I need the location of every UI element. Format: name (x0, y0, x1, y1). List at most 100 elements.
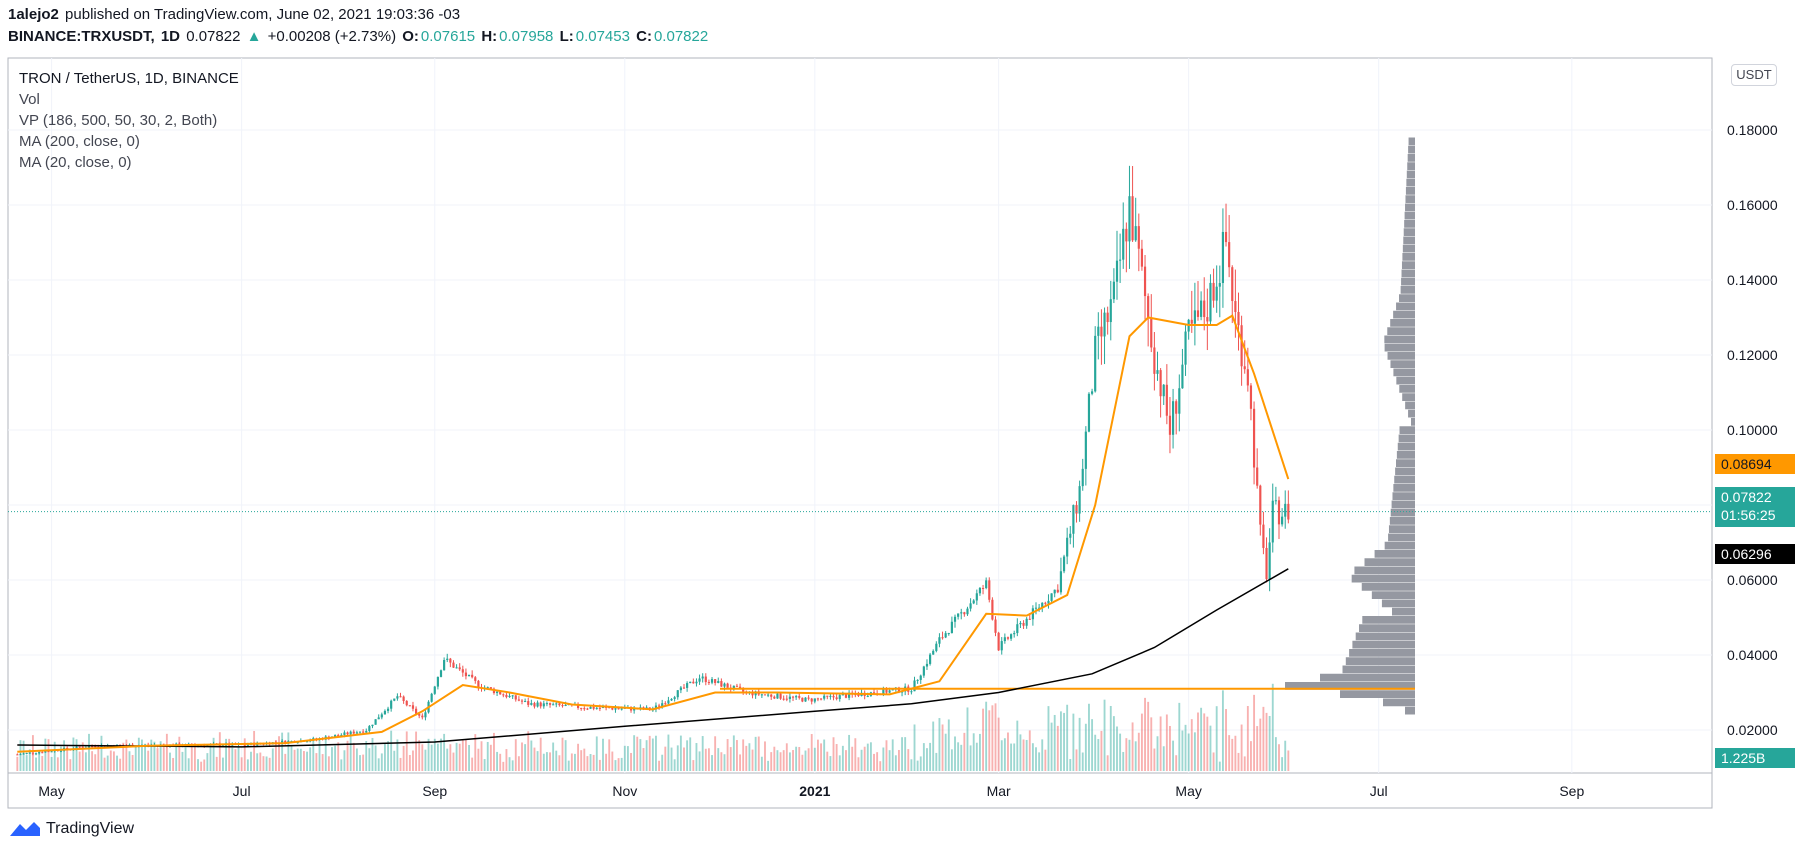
legend-item-vp[interactable]: VP (186, 500, 50, 30, 2, Both) (19, 112, 218, 129)
volume-bar (169, 752, 171, 771)
candle-body (1209, 282, 1212, 322)
volume-bar (337, 742, 340, 771)
tradingview-logo[interactable]: TradingView (8, 820, 134, 838)
volume-bar (187, 758, 190, 771)
candle-body (919, 675, 922, 680)
volume-bar (926, 748, 928, 771)
volume-bar (53, 741, 56, 771)
candle-body (365, 730, 368, 733)
volume-bar (792, 750, 794, 771)
candle-body (888, 690, 891, 693)
volume-bar (175, 745, 178, 771)
volume-bar (829, 756, 832, 771)
volume-bar (788, 752, 791, 771)
candle-body (502, 694, 505, 696)
volume-profile-bar (1384, 335, 1415, 344)
volume-bar (536, 751, 539, 771)
volume-bar (841, 745, 844, 771)
volume-bar (306, 751, 308, 771)
volume-bar (857, 757, 860, 771)
candle-body (1143, 266, 1147, 297)
volume-bar (1103, 699, 1106, 771)
author-name[interactable]: 1alejo2 (8, 6, 59, 23)
volume-bar (595, 736, 598, 771)
candle-body (704, 676, 707, 683)
candle-body (94, 746, 97, 748)
candle-body (1059, 571, 1063, 593)
volume-bar (1140, 713, 1143, 771)
volume-bar (125, 739, 128, 771)
volume-bar (499, 753, 502, 771)
volume-bar (866, 743, 869, 771)
volume-bar (362, 754, 365, 771)
volume-bar (779, 752, 782, 771)
currency-unit-button[interactable]: USDT (1731, 64, 1777, 86)
candle-body (352, 731, 355, 734)
volume-profile-bar (1389, 517, 1415, 525)
volume-bar (1091, 719, 1094, 771)
candle-body (1256, 467, 1259, 486)
volume-bar (742, 739, 745, 771)
volume-bar (539, 737, 542, 771)
volume-bar (748, 743, 751, 771)
candle-body (1056, 589, 1059, 593)
candle-body (1190, 319, 1193, 324)
volume-bar (633, 735, 636, 771)
legend-item-ma200[interactable]: MA (200, close, 0) (19, 133, 140, 150)
candle-body (281, 740, 284, 744)
volume-bar (950, 749, 953, 771)
volume-bar (1056, 725, 1059, 771)
ma20-line (17, 314, 1290, 753)
volume-bar (31, 735, 34, 771)
candle-body (583, 708, 586, 710)
volume-bar (527, 731, 530, 771)
candle-body (661, 703, 664, 707)
volume-bar (1047, 706, 1050, 771)
candle-body (791, 696, 795, 698)
candle-body (701, 676, 704, 679)
volume-bar (489, 744, 492, 771)
volume-bar (458, 743, 461, 771)
volume-profile-bar (1393, 484, 1415, 492)
volume-bar (1131, 722, 1134, 771)
candle-body (87, 746, 91, 748)
volume-bar (941, 724, 944, 771)
volume-bar (1059, 711, 1062, 771)
legend-title[interactable]: TRON / TetherUS, 1D, BINANCE (19, 70, 239, 87)
volume-bar (1010, 743, 1013, 771)
volume-profile-bar (1402, 244, 1415, 253)
volume-bar (486, 741, 489, 771)
volume-bar (670, 747, 673, 771)
volume-bar (134, 746, 137, 771)
volume-bar (1066, 704, 1069, 771)
candle-body (455, 667, 458, 669)
candle-body (767, 694, 770, 696)
candle-body (692, 681, 695, 684)
volume-bar (658, 760, 661, 771)
candle-body (511, 695, 514, 697)
candle-body (22, 753, 25, 755)
candle-body (1016, 624, 1019, 634)
volume-bar (1225, 709, 1227, 771)
volume-profile-bar (1362, 616, 1415, 624)
volume-bar (193, 742, 196, 771)
candle-body (284, 740, 287, 744)
candle-body (592, 707, 595, 709)
volume-bar (1106, 755, 1109, 771)
legend-item-ma20[interactable]: MA (20, close, 0) (19, 154, 132, 171)
volume-profile-bar (1399, 294, 1415, 302)
candle-body (617, 708, 620, 710)
volume-bar (873, 753, 875, 771)
legend-item-vol[interactable]: Vol (19, 91, 40, 108)
volume-bar (882, 747, 885, 771)
volume-bar (845, 750, 847, 771)
ma20-price-tag: 0.08694 (1715, 454, 1795, 474)
candle-body (1193, 310, 1196, 324)
candle-body (676, 690, 679, 698)
volume-bar (471, 757, 474, 771)
candle-body (34, 753, 38, 755)
volume-bar (237, 747, 240, 771)
candle-body (1062, 556, 1066, 572)
candle-body (393, 698, 396, 701)
